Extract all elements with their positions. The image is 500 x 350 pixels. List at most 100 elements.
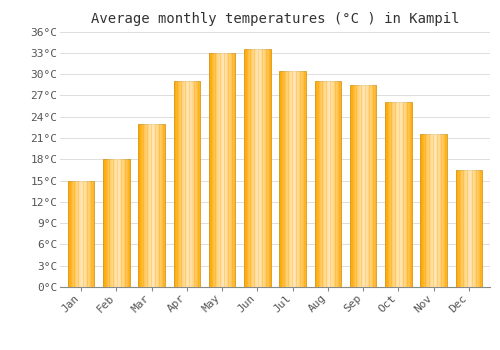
Bar xyxy=(456,170,457,287)
Bar xyxy=(115,159,116,287)
Bar xyxy=(420,134,422,287)
Bar xyxy=(325,81,326,287)
Bar xyxy=(465,170,466,287)
Bar xyxy=(292,71,294,287)
Bar xyxy=(93,181,94,287)
Bar xyxy=(122,159,123,287)
Bar xyxy=(394,103,396,287)
Bar xyxy=(363,85,364,287)
Bar xyxy=(374,85,375,287)
Bar xyxy=(355,85,356,287)
Bar xyxy=(209,53,210,287)
Bar xyxy=(221,53,222,287)
Bar xyxy=(156,124,157,287)
Bar xyxy=(188,81,190,287)
Bar xyxy=(340,81,341,287)
Bar xyxy=(440,134,442,287)
Bar xyxy=(150,124,152,287)
Bar xyxy=(153,124,154,287)
Bar xyxy=(303,71,304,287)
Bar xyxy=(118,159,119,287)
Bar xyxy=(182,81,183,287)
Bar xyxy=(478,170,480,287)
Bar xyxy=(140,124,141,287)
Bar xyxy=(474,170,476,287)
Bar xyxy=(145,124,146,287)
Bar xyxy=(152,124,153,287)
Bar xyxy=(296,71,298,287)
Bar xyxy=(120,159,122,287)
Bar xyxy=(439,134,440,287)
Bar xyxy=(334,81,336,287)
Bar xyxy=(385,103,386,287)
Bar xyxy=(336,81,337,287)
Bar xyxy=(226,53,228,287)
Bar xyxy=(420,134,447,287)
Bar xyxy=(162,124,164,287)
Title: Average monthly temperatures (°C ) in Kampil: Average monthly temperatures (°C ) in Ka… xyxy=(91,12,459,26)
Bar xyxy=(127,159,128,287)
Bar xyxy=(477,170,478,287)
Bar xyxy=(338,81,340,287)
Bar xyxy=(209,53,236,287)
Bar xyxy=(187,81,188,287)
Bar xyxy=(247,49,248,287)
Bar xyxy=(138,124,140,287)
Bar xyxy=(262,49,264,287)
Bar xyxy=(371,85,372,287)
Bar xyxy=(108,159,110,287)
Bar xyxy=(386,103,388,287)
Bar xyxy=(466,170,468,287)
Bar xyxy=(180,81,182,287)
Bar xyxy=(388,103,389,287)
Bar xyxy=(300,71,302,287)
Bar xyxy=(400,103,401,287)
Bar xyxy=(174,81,175,287)
Bar xyxy=(461,170,462,287)
Bar xyxy=(230,53,232,287)
Bar xyxy=(464,170,465,287)
Bar xyxy=(266,49,268,287)
Bar xyxy=(258,49,260,287)
Bar xyxy=(178,81,179,287)
Bar xyxy=(225,53,226,287)
Bar xyxy=(138,124,165,287)
Bar xyxy=(84,181,85,287)
Bar xyxy=(174,81,200,287)
Bar xyxy=(434,134,435,287)
Bar xyxy=(406,103,408,287)
Bar xyxy=(337,81,338,287)
Bar xyxy=(423,134,424,287)
Bar xyxy=(175,81,176,287)
Bar xyxy=(228,53,230,287)
Bar xyxy=(244,49,246,287)
Bar xyxy=(324,81,325,287)
Bar xyxy=(160,124,161,287)
Bar xyxy=(264,49,266,287)
Bar xyxy=(294,71,296,287)
Bar xyxy=(280,71,306,287)
Bar xyxy=(251,49,252,287)
Bar xyxy=(424,134,426,287)
Bar xyxy=(179,81,180,287)
Bar xyxy=(68,181,70,287)
Bar xyxy=(234,53,235,287)
Bar xyxy=(432,134,434,287)
Bar xyxy=(332,81,333,287)
Bar xyxy=(106,159,107,287)
Bar xyxy=(350,85,351,287)
Bar xyxy=(299,71,300,287)
Bar xyxy=(316,81,318,287)
Bar xyxy=(183,81,184,287)
Bar xyxy=(103,159,130,287)
Bar xyxy=(210,53,212,287)
Bar xyxy=(119,159,120,287)
Bar xyxy=(103,159,104,287)
Bar xyxy=(314,81,316,287)
Bar xyxy=(314,81,341,287)
Bar xyxy=(86,181,88,287)
Bar xyxy=(402,103,404,287)
Bar xyxy=(157,124,158,287)
Bar xyxy=(123,159,124,287)
Bar xyxy=(356,85,358,287)
